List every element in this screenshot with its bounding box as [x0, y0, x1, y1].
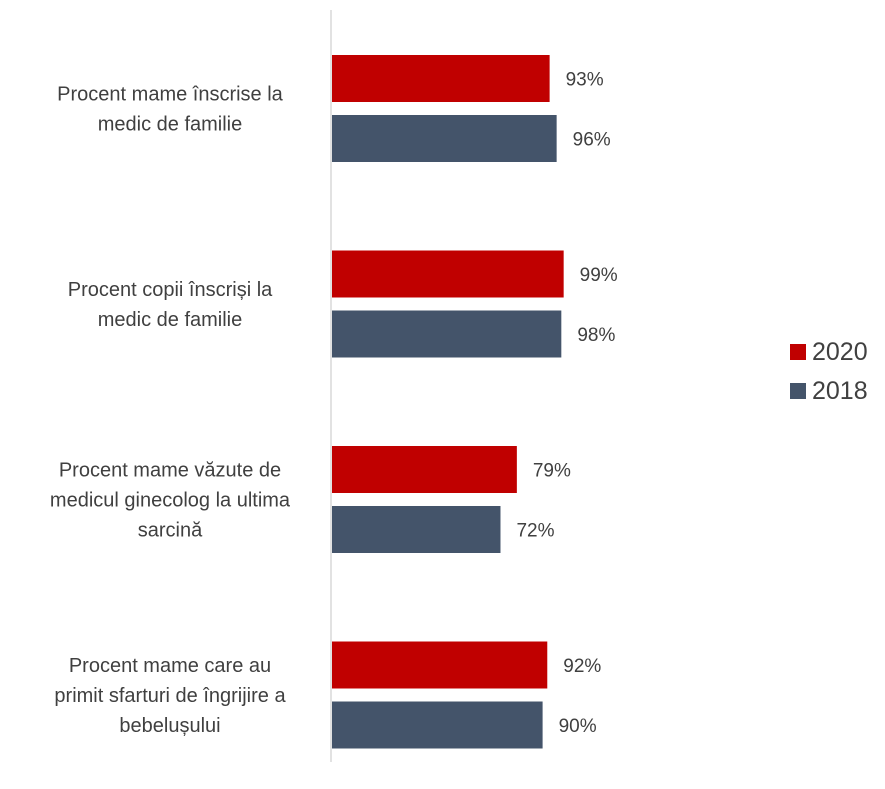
category-label: medicul ginecolog la ultima [50, 490, 291, 512]
category-label: sarcină [138, 520, 203, 542]
bar-2020-0 [332, 55, 550, 102]
bar-2020-1 [332, 250, 564, 298]
bar-2018-1 [332, 310, 562, 358]
legend-swatch-2020 [790, 344, 806, 360]
category-label: medic de familie [98, 114, 243, 136]
category-label: Procent mame văzute de [59, 460, 281, 482]
data-label-2018-0: 96% [573, 130, 611, 151]
legend-label-2020: 2020 [812, 338, 868, 366]
data-label-2018-1: 98% [577, 325, 615, 346]
data-label-2018-2: 72% [516, 521, 554, 542]
category-label: medic de familie [98, 309, 243, 331]
bar-2018-0 [332, 115, 557, 162]
legend-label-2018: 2018 [812, 377, 868, 405]
bar-2018-3 [332, 701, 543, 749]
data-label-2020-3: 92% [563, 656, 601, 677]
bar-2020-2 [332, 446, 517, 493]
data-label-2020-0: 93% [566, 70, 604, 91]
category-label: Procent mame înscrise la [57, 84, 284, 106]
data-label-2020-1: 99% [580, 265, 618, 286]
data-label-2018-3: 90% [559, 716, 597, 737]
category-label: Procent mame care au [69, 655, 271, 677]
bar-2018-2 [332, 506, 501, 553]
legend: 2020 2018 [790, 338, 868, 405]
data-label-2020-2: 79% [533, 461, 571, 482]
bars-group: 93% 96% 99% 98% 79% 72% 92% 90% [332, 55, 618, 749]
legend-swatch-2018 [790, 383, 806, 399]
category-label: Procent copii înscriși la [68, 279, 273, 301]
category-label: bebelușului [119, 715, 220, 737]
category-labels-group: Procent mame înscrise la medic de familie… [50, 84, 291, 738]
bar-2020-3 [332, 641, 548, 689]
category-label: primit sfarturi de îngrijire a [54, 685, 286, 707]
